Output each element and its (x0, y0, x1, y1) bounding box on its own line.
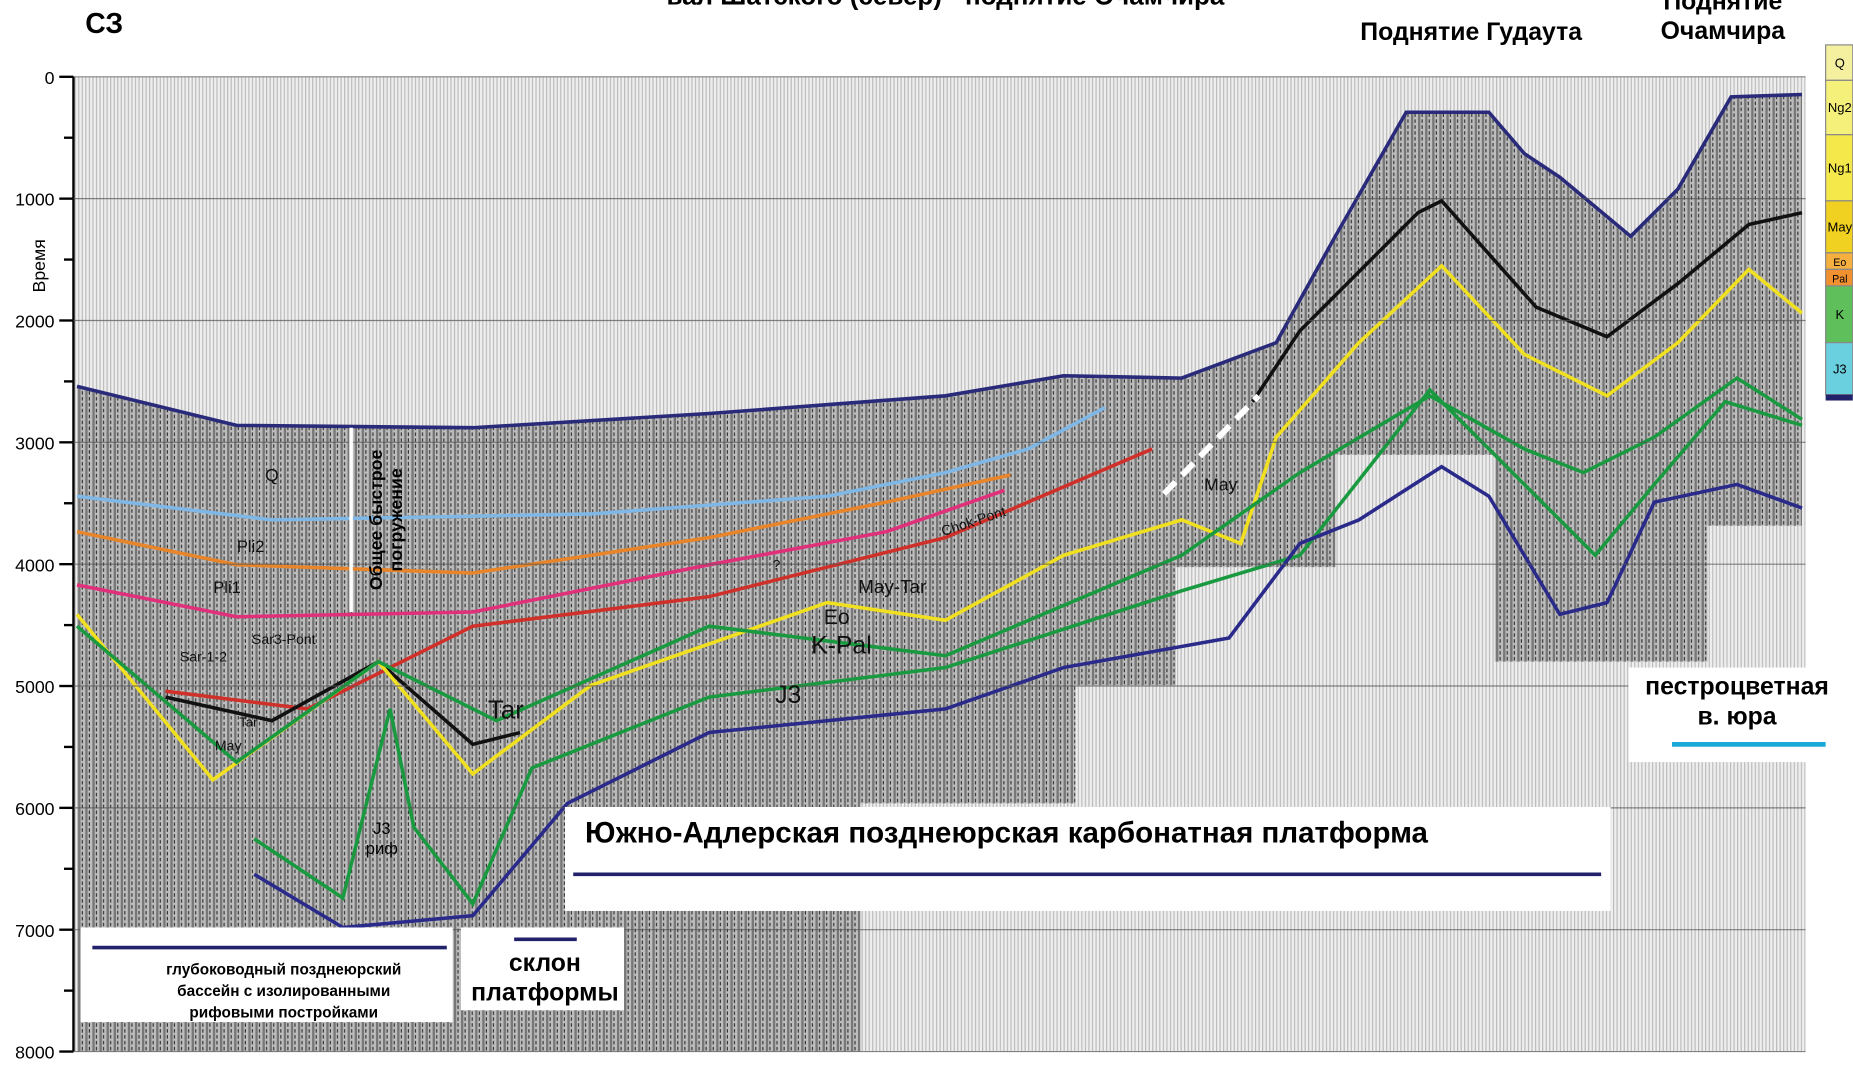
horizon (253, 387, 1803, 908)
horizon (76, 92, 1803, 430)
tick-label: 3000 (15, 433, 55, 453)
box (80, 927, 453, 1023)
strat-label: Q (1835, 55, 1845, 70)
horizon (165, 447, 1153, 711)
strat-label: Pal (1832, 273, 1847, 285)
annotation-line: склон (509, 950, 581, 977)
horizon (76, 473, 1011, 575)
axis-label: Время (29, 239, 49, 292)
tick-label: 2000 (15, 312, 55, 332)
horizon-label: Pli2 (237, 537, 265, 556)
tick-label: 5000 (15, 677, 55, 697)
horizon-label: Tar (239, 715, 258, 730)
horizon-label: J3 (775, 682, 801, 709)
annotation-line: рифовыми постройками (189, 1004, 378, 1021)
box (564, 806, 1611, 911)
horizon-label: Tar (488, 694, 524, 724)
strat-label: Ng2 (1828, 100, 1852, 115)
strat-label: J3 (1833, 361, 1847, 376)
tick-label: 7000 (15, 921, 55, 941)
horizon (76, 406, 1106, 522)
annotation-line: в. юра (1697, 703, 1776, 730)
strat-base (1825, 394, 1853, 401)
tick-label: 0 (45, 68, 55, 88)
subsidence-label: погружение (386, 468, 406, 571)
tick-label: 6000 (15, 799, 55, 819)
horizon-label: May-Tar (858, 577, 926, 598)
annotation-line: бассейн с изолированными (177, 983, 390, 1000)
horizon-label: ? (773, 557, 781, 573)
annotation-line: глубоководный позднеюрский (166, 962, 401, 979)
strat-label: Eo (1833, 257, 1846, 269)
horizon-label: May (215, 738, 243, 754)
tick-label: 8000 (15, 1043, 55, 1061)
horizon (253, 464, 1803, 930)
strat-label: K (1835, 307, 1844, 322)
platform-label: Южно-Адлерская позднеюрская карбонатная … (585, 816, 1429, 849)
horizon-label: Sar3-Pont (252, 632, 316, 648)
annotation-line: Очамчира (1661, 18, 1786, 45)
direction: СЗ (85, 8, 123, 40)
horizon-label: Sar-1-2 (180, 650, 227, 666)
reef-label: риф (366, 839, 398, 858)
horizons (75, 92, 1804, 930)
strat-label: Ng1 (1828, 161, 1852, 176)
box (460, 927, 625, 1011)
horizon-label: Q (265, 465, 279, 485)
horizon (1251, 198, 1803, 403)
annotation-line: пестроцветная (1645, 674, 1829, 701)
strat-label: May (1828, 220, 1853, 235)
title: вал Шатского (север) - поднятие Очамчира (666, 0, 1224, 11)
strat-unit (1825, 44, 1853, 81)
horizon-label: May (1204, 474, 1238, 494)
reef-label: J3 (373, 819, 390, 838)
horizon-label: Pli1 (213, 578, 241, 597)
strat-unit (1825, 285, 1853, 344)
horizon (76, 488, 1006, 619)
time-axis: 0 1000 2000 3000 4000 5000 6000 7000 8000 Время (15, 68, 1806, 1063)
annotation-line: Поднятие (1663, 0, 1782, 15)
strat-column: Q Ng2 Ng1 May Eo Pal K J3 (1825, 44, 1853, 401)
horizon-label: Eo (824, 605, 850, 629)
strat-unit (1825, 79, 1853, 136)
horizon-label: K-Pal (811, 632, 872, 659)
annotation-line: платформы (471, 980, 619, 1007)
uplift-label: Поднятие Гудаута (1360, 19, 1582, 46)
tick-label: 4000 (15, 555, 55, 575)
subsidence-label: Общее быстрое (366, 450, 386, 591)
tick-label: 1000 (15, 190, 55, 210)
fault (1161, 393, 1261, 496)
horizon (75, 375, 1803, 765)
